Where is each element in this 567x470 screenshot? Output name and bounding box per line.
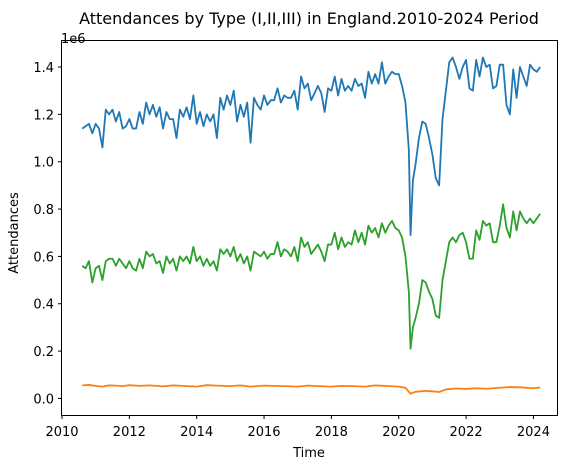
y-tick-label: 0.0 bbox=[33, 392, 54, 407]
x-tick-label: 2012 bbox=[113, 425, 146, 440]
x-tick-label: 2022 bbox=[450, 425, 483, 440]
x-tick-label: 2016 bbox=[247, 425, 280, 440]
x-tick-label: 2018 bbox=[315, 425, 348, 440]
x-tick-label: 2020 bbox=[382, 425, 415, 440]
y-tick-label: 1.4 bbox=[33, 61, 54, 76]
y-tick-label: 0.8 bbox=[33, 203, 54, 218]
y-offset-label: 1e6 bbox=[61, 32, 86, 47]
y-tick-label: 0.2 bbox=[33, 345, 54, 360]
x-tick-label: 2010 bbox=[45, 425, 78, 440]
y-axis-title: Attendances bbox=[7, 192, 22, 274]
x-tick-label: 2014 bbox=[180, 425, 213, 440]
chart-title: Attendances by Type (I,II,III) in Englan… bbox=[79, 9, 539, 28]
y-tick-label: 0.6 bbox=[33, 250, 54, 265]
x-tick-label: 2024 bbox=[517, 425, 550, 440]
y-tick-label: 1.2 bbox=[33, 108, 54, 123]
y-tick-label: 1.0 bbox=[33, 156, 54, 171]
x-axis-title: Time bbox=[292, 446, 325, 461]
y-tick-label: 0.4 bbox=[33, 298, 54, 313]
